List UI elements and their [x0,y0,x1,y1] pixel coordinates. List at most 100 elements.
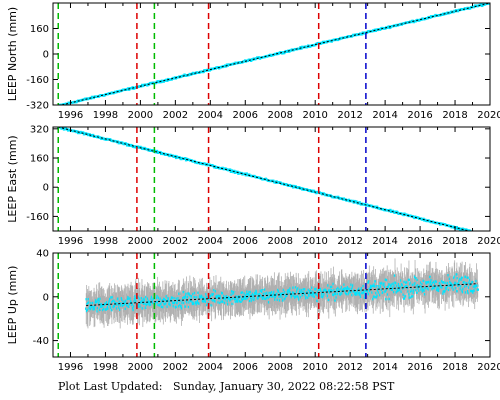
data-point [408,293,411,296]
data-point [278,295,281,299]
data-point [364,289,368,292]
data-point [112,305,115,309]
data-point [244,173,248,177]
data-point [140,297,144,300]
data-point [141,307,145,310]
data-point [299,296,303,299]
data-point [447,288,451,292]
data-point [137,303,141,306]
data-point [192,292,195,296]
data-point [312,294,315,298]
model-trend-line [58,127,471,231]
data-point [85,298,88,301]
data-point [399,285,402,289]
data-point [89,307,93,311]
data-point [250,294,254,297]
data-point [232,292,235,295]
data-point [147,301,151,304]
data-point [387,285,391,288]
data-point [220,297,223,300]
data-point [162,305,165,309]
data-point [190,297,193,301]
data-point [374,29,377,33]
data-point [459,277,462,281]
data-point [184,305,187,308]
data-point [470,282,473,285]
data-point [155,300,158,304]
data-point [423,293,427,296]
data-point [429,275,432,279]
data-point [144,302,147,305]
data-point [117,303,121,306]
data-point [202,300,206,303]
data-point [136,305,140,308]
data-point [138,305,141,308]
data-point [357,291,361,295]
data-point [378,287,381,290]
data-point [223,296,226,299]
data-point [190,295,194,298]
data-point [196,299,200,303]
data-point [459,287,462,291]
data-point [91,301,95,305]
data-point [249,290,253,294]
data-point [456,290,459,293]
x-tick-label: 2020 [477,110,500,121]
data-point [358,287,361,290]
data-point [409,283,412,286]
data-point [171,296,175,299]
data-point [166,79,169,82]
data-point [375,285,378,288]
data-point [164,299,168,302]
y-axis-label: LEEP East (mm) [6,135,19,222]
data-point [339,292,342,295]
x-tick-label: 1998 [93,110,118,121]
data-point [92,308,95,311]
data-point [168,300,172,303]
data-point [161,299,165,302]
plot-area [57,3,490,105]
data-point [208,297,211,301]
data-point [127,305,131,308]
data-point [139,305,142,308]
data-point [253,297,256,300]
data-point [110,308,114,312]
data-point [109,304,112,307]
data-point [447,274,450,277]
data-point [128,297,131,300]
data-point [395,281,398,285]
data-point [474,286,477,289]
data-point [223,294,226,298]
data-point [165,295,168,298]
data-point [310,292,313,295]
data-point [184,158,188,162]
data-point [173,297,176,300]
data-point [340,286,344,289]
data-point [150,295,154,299]
x-tick-label: 2008 [268,362,293,373]
data-point [247,295,250,298]
y-tick-label: 160 [30,24,49,35]
data-point [182,296,185,300]
data-point [281,296,284,299]
data-point [86,308,90,312]
y-tick-label: 320 [30,124,49,135]
data-point [175,297,179,300]
data-point [453,282,457,286]
data-point [404,295,407,298]
data-point [315,293,319,296]
data-point [249,59,253,62]
data-point [123,302,127,305]
data-point [146,297,150,300]
data-point [452,288,456,291]
data-point [99,297,102,300]
data-point [404,281,408,284]
data-point [126,297,130,301]
data-point [313,292,316,295]
data-point [205,293,208,296]
data-point [453,275,456,278]
data-point [414,277,418,280]
data-point [183,301,186,305]
data-point [373,285,377,288]
